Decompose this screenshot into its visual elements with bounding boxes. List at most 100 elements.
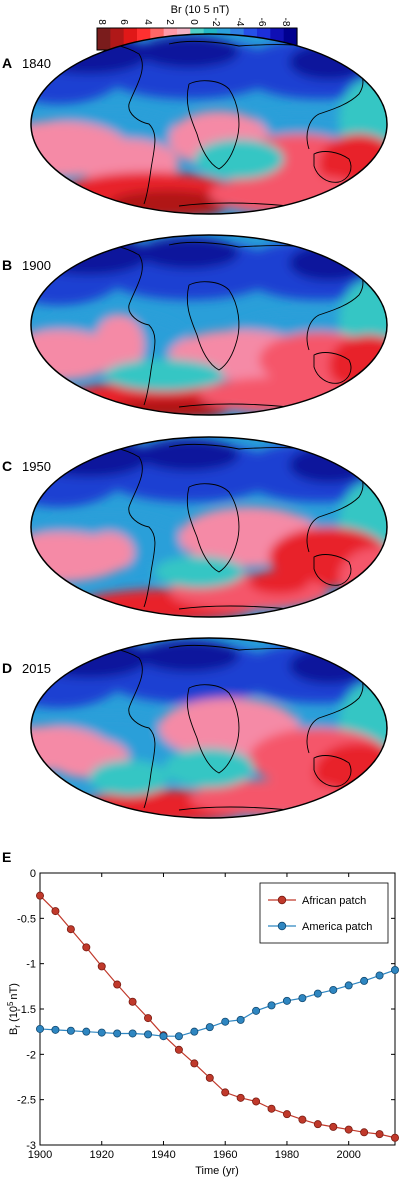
field-blob <box>84 532 134 572</box>
data-point-america <box>360 976 369 985</box>
colorbar-tick-6: -4 <box>234 18 245 27</box>
y-tick-label: -1 <box>26 959 36 971</box>
coastlines <box>63 443 364 610</box>
colorbar-swatch <box>110 28 125 50</box>
data-point-america <box>313 989 322 998</box>
coastline <box>186 684 240 774</box>
data-point-african <box>298 1115 307 1124</box>
data-point-america <box>174 1032 183 1041</box>
coastline <box>178 202 290 207</box>
field-contours <box>31 34 387 214</box>
field-blob <box>139 36 239 68</box>
coastline <box>63 445 156 608</box>
data-point-african <box>205 1073 214 1082</box>
data-point-african <box>82 943 91 952</box>
coastline <box>178 806 290 811</box>
data-point-america <box>329 985 338 994</box>
colorbar-tick-8: -8 <box>280 18 291 27</box>
panel-label-c: C <box>2 458 12 474</box>
x-tick-label: 1940 <box>151 1149 175 1161</box>
field-blob <box>31 330 119 380</box>
coastline <box>313 755 352 787</box>
data-point-america <box>66 1026 75 1035</box>
legend-marker-african <box>277 895 287 905</box>
y-tick-label: -3 <box>26 1140 36 1152</box>
map-outline-d <box>30 637 388 819</box>
y-tick-label: 0 <box>30 868 36 880</box>
coastline <box>186 281 240 371</box>
data-point-african <box>174 1045 183 1054</box>
field-blob <box>139 237 239 269</box>
panel-year-d: 2015 <box>22 661 51 676</box>
map-c <box>31 437 387 617</box>
map-a <box>31 34 387 214</box>
data-point-america <box>82 1027 91 1036</box>
y-tick-label: -2 <box>26 1049 36 1061</box>
data-point-america <box>144 1030 153 1039</box>
coastline <box>313 352 352 384</box>
y-tick-label: -1.5 <box>17 1004 36 1016</box>
panel-year-c: 1950 <box>22 459 51 474</box>
colorbar-swatch <box>97 28 111 50</box>
legend-box <box>259 882 389 944</box>
map-panel-c: C 1950 <box>2 436 388 618</box>
data-point-america <box>344 981 353 990</box>
data-point-african <box>282 1110 291 1119</box>
map-panel-d: D 2015 <box>2 637 388 819</box>
panel-label-b: B <box>2 257 12 273</box>
colorbar-tick-0: 8 <box>96 19 107 25</box>
svg-text:Br(105nT): Br (105nT) <box>6 983 22 1035</box>
data-point-america <box>51 1025 60 1034</box>
legend-label-america: America patch <box>302 921 372 933</box>
panel-label-d: D <box>2 660 12 676</box>
map-outline-a <box>30 33 388 215</box>
colorbar-tick-7: -6 <box>256 18 267 27</box>
field-contours <box>31 437 387 617</box>
data-point-america <box>205 1023 214 1032</box>
data-point-america <box>97 1028 106 1037</box>
colorbar-tick-3: 2 <box>164 19 175 25</box>
data-point-america <box>190 1027 199 1036</box>
data-point-america <box>267 1001 276 1010</box>
panel-label-a: A <box>2 55 12 71</box>
field-blob <box>249 570 309 594</box>
data-point-african <box>144 1014 153 1023</box>
data-point-america <box>375 971 384 980</box>
colorbar-tick-2: 4 <box>142 19 153 25</box>
x-tick-label: 1960 <box>213 1149 237 1161</box>
y-axis-label: Br (105nT) <box>6 983 22 1035</box>
field-blob <box>139 439 239 471</box>
data-point-african <box>190 1059 199 1068</box>
map-d <box>31 638 387 818</box>
coastline <box>63 646 156 809</box>
data-point-america <box>159 1032 168 1041</box>
colorbar-tick-1: 6 <box>118 19 129 25</box>
data-point-african <box>36 891 45 900</box>
data-point-african <box>329 1122 338 1131</box>
colorbar-title: Br (10 5 nT) <box>171 4 230 16</box>
colorbar-tick-5: -2 <box>210 18 221 27</box>
coastline <box>63 42 156 205</box>
data-point-african <box>113 980 122 989</box>
map-b <box>31 235 387 415</box>
field-blob <box>209 174 369 214</box>
data-point-african <box>344 1125 353 1134</box>
y-tick-label: -2.5 <box>17 1095 36 1107</box>
data-point-african <box>375 1130 384 1139</box>
coastline <box>186 80 240 170</box>
field-blob <box>94 315 144 375</box>
data-point-america <box>36 1024 45 1033</box>
series <box>36 891 399 1142</box>
data-point-america <box>236 1015 245 1024</box>
coastline <box>313 554 352 586</box>
legend-marker-america <box>277 921 287 931</box>
coastline <box>186 483 240 573</box>
field-blob <box>104 359 224 391</box>
data-point-african <box>313 1120 322 1129</box>
data-point-african <box>128 997 137 1006</box>
data-point-america <box>282 996 291 1005</box>
y-axis-subscript: r <box>13 1025 22 1028</box>
map-outline-c <box>30 436 388 618</box>
